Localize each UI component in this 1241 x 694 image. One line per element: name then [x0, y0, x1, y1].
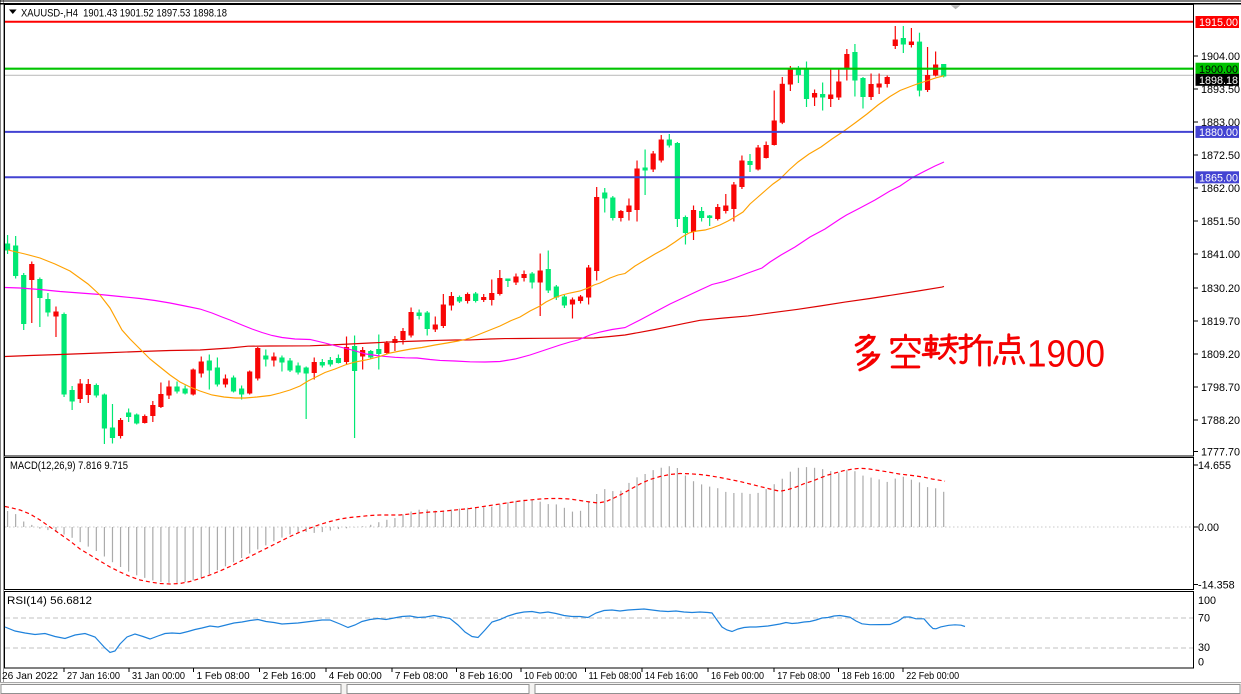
svg-text:1880.00: 1880.00	[1199, 127, 1238, 139]
svg-text:XAUUSD-,H4 1901.43 1901.52 18: XAUUSD-,H4 1901.43 1901.52 1897.53 1898.…	[21, 8, 227, 20]
svg-text:4 Feb 00:00: 4 Feb 00:00	[329, 670, 382, 682]
svg-text:1830.20: 1830.20	[1201, 283, 1240, 295]
svg-text:17 Feb 08:00: 17 Feb 08:00	[777, 670, 830, 682]
svg-text:1915.00: 1915.00	[1199, 17, 1238, 29]
svg-text:30: 30	[1198, 642, 1210, 654]
svg-text:1 Feb 08:00: 1 Feb 08:00	[197, 670, 250, 682]
svg-text:1851.50: 1851.50	[1201, 216, 1240, 228]
svg-text:1777.70: 1777.70	[1201, 447, 1240, 459]
svg-text:1841.00: 1841.00	[1201, 249, 1240, 261]
svg-text:7 Feb 08:00: 7 Feb 08:00	[395, 670, 448, 682]
svg-text:-14.358: -14.358	[1198, 580, 1235, 592]
svg-text:1904.00: 1904.00	[1201, 51, 1240, 63]
svg-text:1898.18: 1898.18	[1199, 75, 1238, 87]
svg-text:31 Jan 00:00: 31 Jan 00:00	[132, 670, 185, 682]
svg-text:10 Feb 00:00: 10 Feb 00:00	[524, 670, 577, 682]
svg-text:0.00: 0.00	[1198, 522, 1219, 534]
svg-text:1862.00: 1862.00	[1201, 183, 1240, 195]
svg-text:1900: 1900	[1027, 334, 1105, 376]
svg-text:0: 0	[1198, 657, 1204, 669]
svg-text:1893.50: 1893.50	[1201, 84, 1240, 96]
svg-text:2 Feb 16:00: 2 Feb 16:00	[263, 670, 316, 682]
svg-text:27 Jan 16:00: 27 Jan 16:00	[67, 670, 120, 682]
svg-text:1872.50: 1872.50	[1201, 150, 1240, 162]
svg-text:100: 100	[1198, 595, 1216, 607]
svg-text:1865.00: 1865.00	[1199, 173, 1238, 185]
svg-text:14.655: 14.655	[1198, 460, 1231, 472]
svg-text:14 Feb 16:00: 14 Feb 16:00	[645, 670, 698, 682]
svg-text:MACD(12,26,9) 7.816 9.715: MACD(12,26,9) 7.816 9.715	[10, 460, 128, 472]
svg-text:11 Feb 08:00: 11 Feb 08:00	[589, 670, 642, 682]
svg-text:16 Feb 00:00: 16 Feb 00:00	[711, 670, 764, 682]
svg-text:18 Feb 16:00: 18 Feb 16:00	[842, 670, 895, 682]
svg-text:1788.20: 1788.20	[1201, 415, 1240, 427]
svg-text:26 Jan 2022: 26 Jan 2022	[2, 670, 58, 682]
svg-text:22 Feb 00:00: 22 Feb 00:00	[906, 670, 959, 682]
svg-text:70: 70	[1198, 613, 1210, 625]
svg-text:8 Feb 16:00: 8 Feb 16:00	[460, 670, 513, 682]
svg-text:1798.70: 1798.70	[1201, 382, 1240, 394]
svg-text:1900.00: 1900.00	[1199, 64, 1238, 76]
svg-text:1809.20: 1809.20	[1201, 349, 1240, 361]
svg-text:RSI(14) 56.6812: RSI(14) 56.6812	[7, 595, 92, 607]
svg-text:1819.70: 1819.70	[1201, 316, 1240, 328]
